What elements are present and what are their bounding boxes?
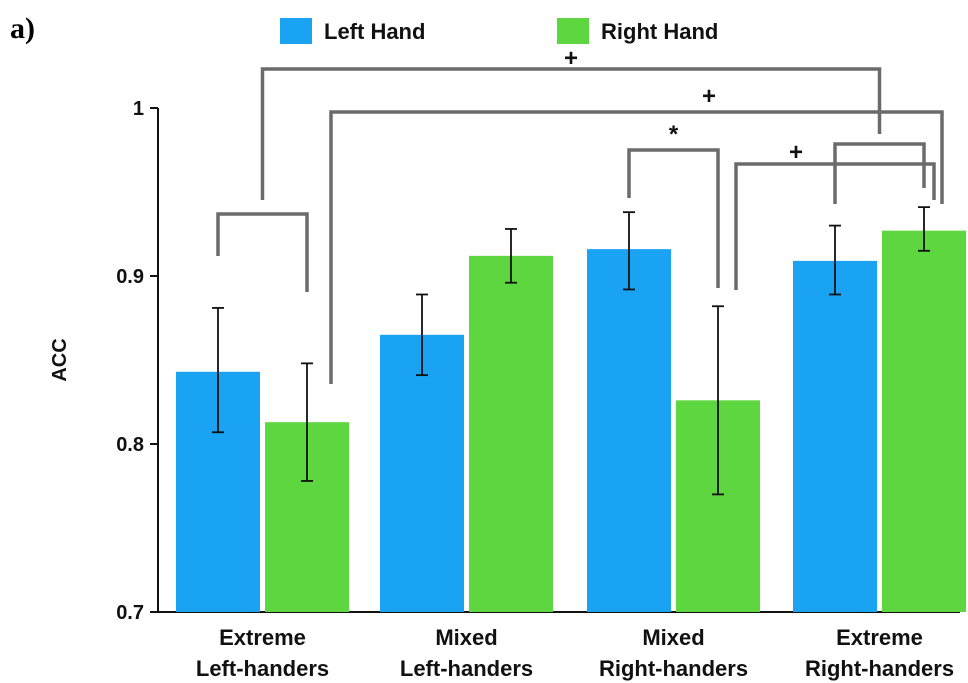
bracket-within-extreme-left bbox=[216, 212, 309, 292]
y-axis-label: ACC bbox=[49, 338, 71, 381]
bars bbox=[176, 230, 966, 612]
bar bbox=[882, 230, 966, 612]
category-label: Extreme bbox=[836, 625, 923, 650]
bar bbox=[587, 249, 671, 612]
bracket-right-hand-extremes bbox=[329, 110, 944, 384]
significance-label: * bbox=[669, 121, 679, 148]
significance-label: + bbox=[789, 139, 803, 166]
category-label: Mixed bbox=[642, 625, 704, 650]
category-label: Left-handers bbox=[196, 656, 329, 681]
legend-label: Left Hand bbox=[324, 19, 425, 44]
legend-label: Right Hand bbox=[601, 19, 718, 44]
bracket-within-mixed-right bbox=[627, 148, 720, 288]
bracket-extreme-left-vs-extreme-right bbox=[260, 67, 882, 200]
legend-swatch bbox=[280, 18, 312, 44]
y-tick-label: 0.7 bbox=[116, 602, 144, 624]
bar bbox=[793, 260, 877, 612]
bracket-within-extreme-right bbox=[833, 142, 926, 204]
error-bars bbox=[212, 206, 930, 496]
legend-swatch bbox=[557, 18, 589, 44]
y-tick-label: 0.9 bbox=[116, 266, 144, 288]
significance-brackets: * + + + bbox=[216, 45, 944, 384]
y-tick-label: 1 bbox=[133, 98, 144, 120]
bar bbox=[469, 255, 553, 612]
bar bbox=[380, 334, 464, 612]
category-label: Mixed bbox=[435, 625, 497, 650]
category-label: Extreme bbox=[219, 625, 306, 650]
significance-label: + bbox=[564, 45, 578, 72]
legend: Left Hand Right Hand bbox=[280, 18, 718, 44]
significance-label: + bbox=[702, 83, 716, 110]
y-tick-label: 0.8 bbox=[116, 434, 144, 456]
x-axis-labels: Extreme Left-handers Mixed Left-handers Mixe… bbox=[196, 625, 954, 681]
category-label: Right-handers bbox=[805, 656, 954, 681]
bracket-right-hand-mixed-vs-extreme bbox=[734, 162, 936, 290]
category-label: Left-handers bbox=[400, 656, 533, 681]
category-label: Right-handers bbox=[599, 656, 748, 681]
panel-label: a) bbox=[10, 12, 35, 45]
